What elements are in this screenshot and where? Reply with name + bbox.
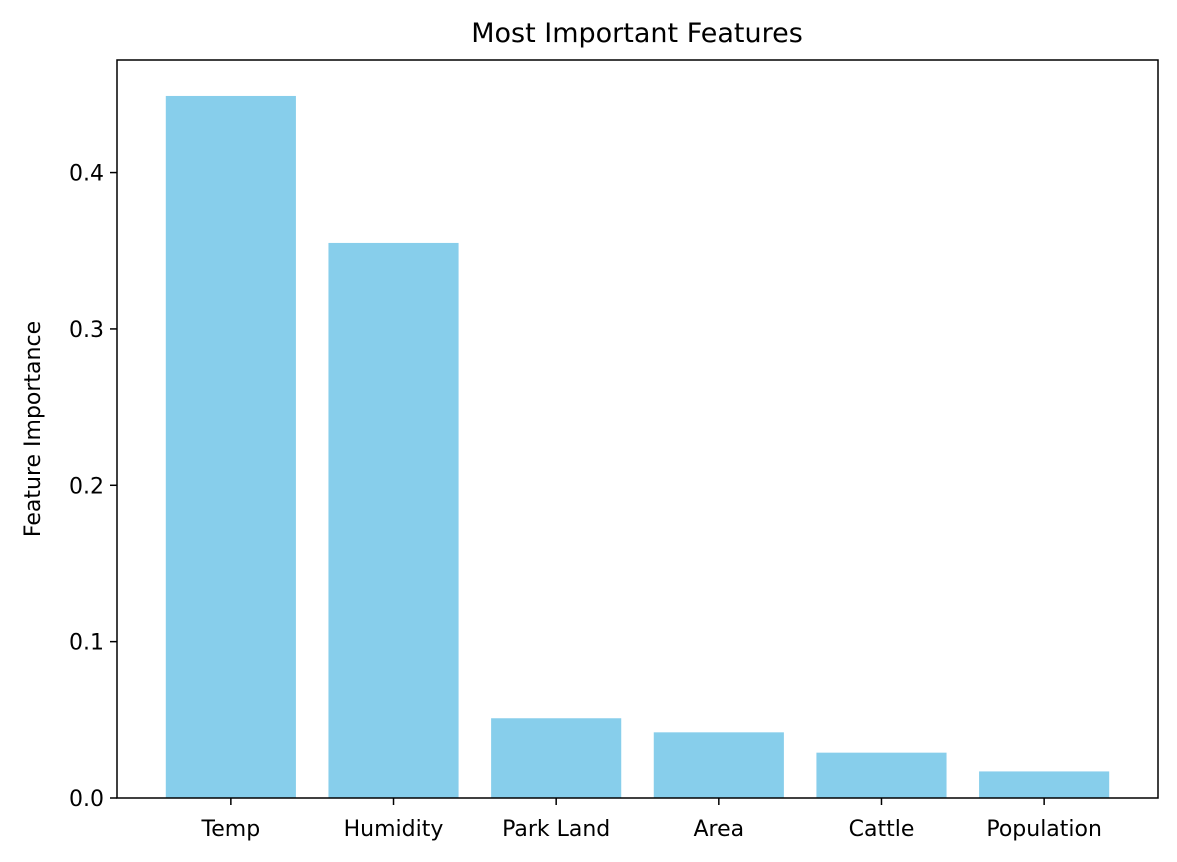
bar-park-land	[491, 718, 622, 798]
y-tick-label: 0.4	[69, 162, 104, 187]
bar-area	[653, 732, 784, 798]
x-tick-label: Area	[694, 817, 745, 842]
bar-humidity	[328, 242, 459, 798]
y-axis-ticks: 0.0 0.1 0.2 0.3 0.4	[69, 162, 117, 812]
x-tick-label: Population	[986, 817, 1102, 842]
y-tick-label: 0.1	[69, 631, 104, 656]
bar-population	[979, 771, 1110, 798]
x-tick-label: Park Land	[502, 817, 610, 842]
bar-cattle	[816, 752, 947, 798]
x-tick-label: Temp	[201, 817, 261, 842]
bars-layer	[165, 95, 1110, 799]
bar-temp	[165, 95, 296, 799]
plot-frame	[116, 59, 1159, 799]
y-tick-label: 0.0	[69, 787, 104, 812]
x-axis-ticks: Temp Humidity Park Land Area Cattle Populatio…	[201, 798, 1102, 842]
chart-title: Most Important Features	[471, 18, 803, 49]
x-tick-label: Cattle	[849, 817, 915, 842]
x-tick-label: Humidity	[344, 817, 444, 842]
y-tick-label: 0.2	[69, 474, 104, 499]
y-axis-label: Feature Importance	[21, 321, 46, 537]
y-tick-label: 0.3	[69, 318, 104, 343]
